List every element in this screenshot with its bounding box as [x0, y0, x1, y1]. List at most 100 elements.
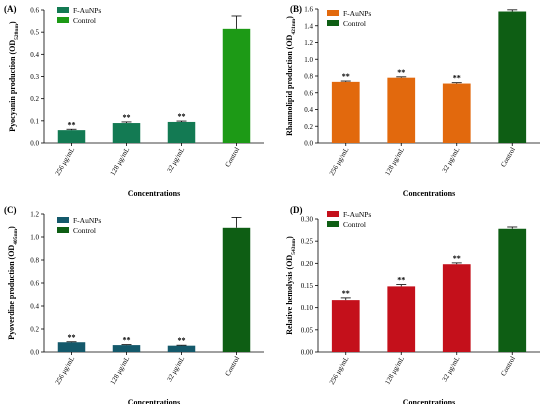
panel-label: (A): [4, 4, 17, 14]
y-tick-label: 1.0: [30, 234, 39, 242]
x-axis-label: Concentrations: [403, 398, 455, 404]
x-tick-label: Control: [499, 146, 517, 169]
y-tick-label: 0.4: [30, 303, 39, 311]
bar: [498, 228, 527, 352]
y-tick-label: 0.4: [304, 106, 313, 114]
y-tick-label: 0.15: [301, 282, 314, 290]
bar: [222, 227, 251, 352]
bar: [167, 345, 196, 352]
x-tick-label: 128 μg/mL: [383, 355, 406, 386]
legend-label: Control: [73, 16, 96, 25]
y-tick-label: 0.10: [301, 304, 314, 312]
significance-mark: **: [453, 74, 461, 83]
y-tick-label: 0.3: [30, 73, 39, 81]
y-tick-label: 0.25: [301, 238, 314, 246]
x-tick-label: 32 μg/mL: [165, 355, 186, 383]
y-tick-label: 0.1: [30, 117, 39, 125]
panel-label: (B): [290, 4, 302, 14]
y-tick-label: 0.00: [301, 349, 314, 357]
x-tick-label: Control: [499, 355, 517, 378]
panel-label: (D): [290, 205, 303, 215]
y-tick-label: 0.6: [30, 280, 39, 288]
x-tick-label: 256 μg/mL: [328, 146, 351, 177]
x-axis-label: Concentrations: [403, 189, 455, 198]
panel-label: (C): [4, 205, 17, 215]
significance-mark: **: [342, 289, 350, 298]
bar: [167, 121, 196, 143]
y-axis-label: Rhamnolipid production (OD421nm): [285, 16, 297, 136]
bar: [112, 345, 141, 352]
y-tick-label: 0.6: [304, 89, 313, 97]
y-tick-label: 0.8: [304, 73, 313, 81]
chart-panel-a: (A) 0.0 0.1 0.2 0.3 0.4 0.5 0.6 Pyocyanin produc…: [4, 4, 264, 198]
y-tick-label: 0.0: [30, 349, 39, 357]
legend-label: Control: [343, 220, 366, 229]
legend-swatch: [327, 221, 339, 227]
x-tick-label: Control: [224, 146, 242, 169]
y-tick-label: 0.05: [301, 326, 314, 334]
y-tick-label: 0.4: [30, 51, 39, 59]
legend-label: Control: [343, 19, 366, 28]
bar: [442, 264, 471, 352]
significance-mark: **: [397, 276, 405, 285]
y-axis-label: Pyoverdine production (OD405nm): [7, 226, 19, 340]
significance-mark: **: [178, 336, 186, 345]
bar: [387, 77, 416, 143]
significance-mark: **: [453, 254, 461, 263]
bar: [222, 28, 251, 143]
y-tick-label: 0.5: [30, 29, 39, 37]
legend-swatch: [327, 20, 339, 26]
chart-panel-b: (B) 0.0 0.2 0.4 0.6 0.8 1.0 1.2 1.4 1.6 Rhamnolipi…: [285, 4, 540, 198]
legend-label: F-AuNPs: [343, 9, 371, 18]
legend-label: F-AuNPs: [73, 6, 101, 15]
significance-mark: **: [397, 68, 405, 77]
bar: [498, 11, 527, 144]
y-tick-label: 0.30: [301, 216, 314, 224]
legend-swatch: [57, 217, 69, 223]
bar: [442, 83, 471, 143]
x-axis-label: Concentrations: [128, 189, 180, 198]
x-tick-label: 32 μg/mL: [165, 146, 186, 174]
y-tick-label: 1.2: [30, 211, 39, 219]
legend-swatch: [57, 227, 69, 233]
bar: [387, 286, 416, 352]
significance-mark: **: [68, 333, 76, 342]
legend-label: F-AuNPs: [343, 210, 371, 219]
significance-mark: **: [68, 120, 76, 129]
y-tick-label: 0.2: [30, 95, 39, 103]
significance-mark: **: [123, 113, 131, 122]
x-tick-label: 128 μg/mL: [383, 146, 406, 177]
x-tick-label: 32 μg/mL: [441, 355, 462, 383]
bar: [112, 123, 141, 143]
x-tick-label: Control: [224, 355, 242, 378]
y-tick-label: 0.20: [301, 260, 314, 268]
x-tick-label: 32 μg/mL: [441, 146, 462, 174]
x-tick-label: 256 μg/mL: [328, 355, 351, 386]
y-tick-label: 0.6: [30, 7, 39, 15]
y-tick-label: 0.2: [304, 123, 313, 131]
y-tick-label: 1.6: [304, 6, 313, 14]
bar: [331, 81, 360, 143]
legend-label: F-AuNPs: [73, 216, 101, 225]
significance-mark: **: [342, 72, 350, 81]
legend-swatch: [327, 211, 339, 217]
bar: [57, 342, 86, 352]
significance-mark: **: [178, 112, 186, 121]
bar: [57, 130, 86, 143]
significance-mark: **: [123, 336, 131, 345]
chart-panel-c: (C) 0.0 0.2 0.4 0.6 0.8 1.0 1.2 Pyoverdine produ…: [4, 205, 264, 404]
y-tick-label: 1.0: [304, 56, 313, 64]
x-tick-label: 256 μg/mL: [54, 146, 77, 177]
chart-panel-d: (D) 0.00 0.05 0.10 0.15 0.20 0.25 0.30 Relative …: [285, 205, 540, 404]
x-tick-label: 128 μg/mL: [109, 146, 132, 177]
y-axis-label: Pyocyanin production (OD520nm): [8, 21, 20, 132]
y-tick-label: 0.0: [30, 140, 39, 148]
y-tick-label: 0.2: [30, 326, 39, 334]
y-tick-label: 0.8: [30, 257, 39, 265]
legend-swatch: [57, 7, 69, 13]
y-tick-label: 1.4: [304, 22, 313, 30]
bar: [331, 300, 360, 352]
legend-swatch: [327, 10, 339, 16]
y-tick-label: 1.2: [304, 39, 313, 47]
